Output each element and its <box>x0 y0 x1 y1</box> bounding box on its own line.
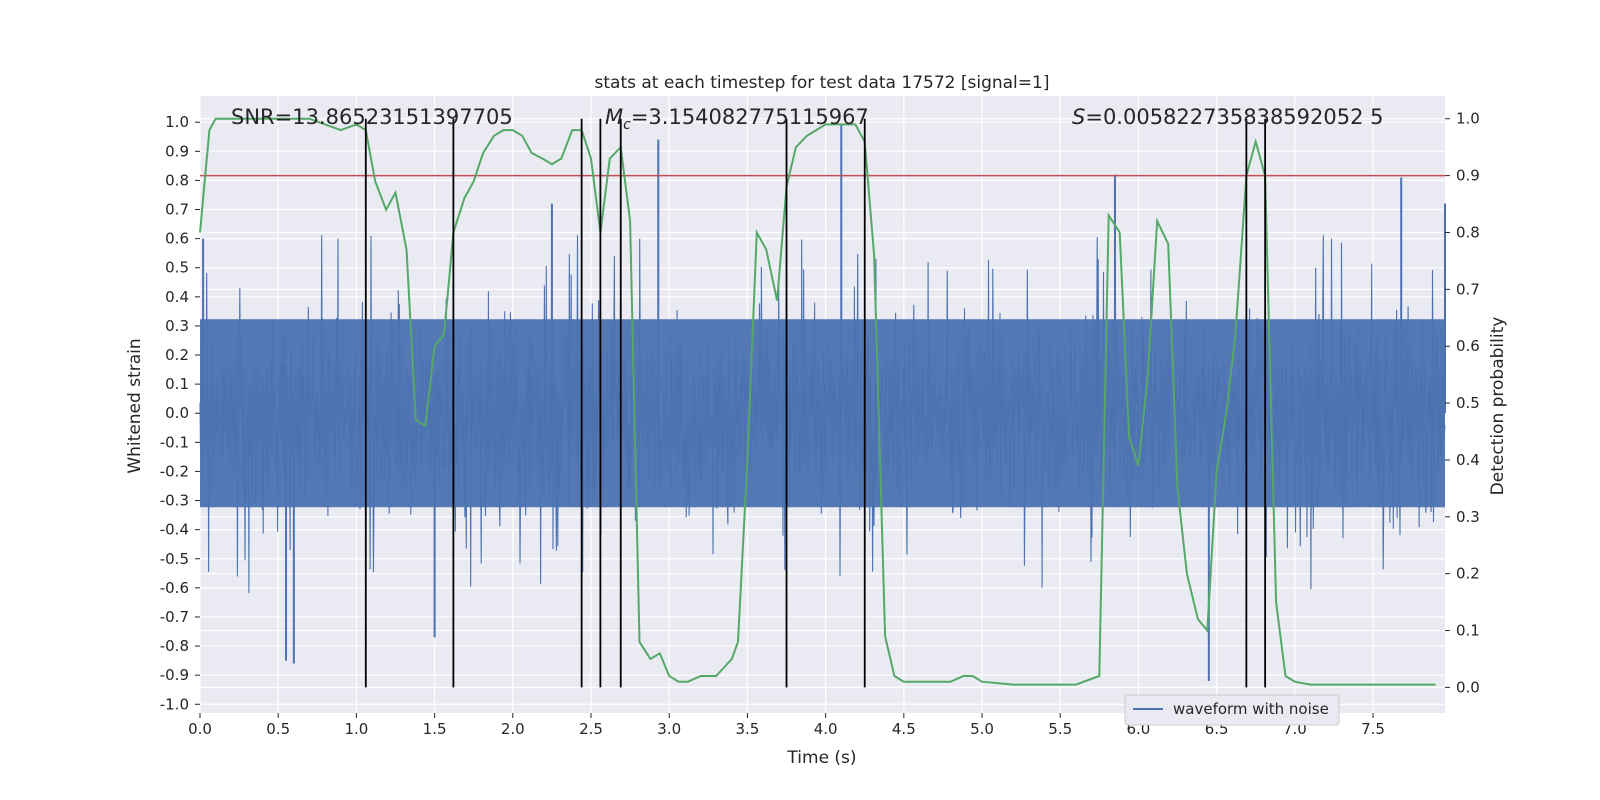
y-tick-label: 0.3 <box>165 317 189 335</box>
y-tick-label: 0.9 <box>165 142 189 160</box>
waveform-series <box>199 125 1446 681</box>
y-tick-label: -0.5 <box>160 550 189 568</box>
y2-tick-label: 0.1 <box>1456 622 1480 640</box>
y2-axis-label: Detection probability <box>1488 317 1508 496</box>
snr-annotation: SNR=13.86523151397705 <box>231 105 513 129</box>
x-tick-label: 1.5 <box>423 720 447 738</box>
y-tick-label: 0.5 <box>165 259 189 277</box>
y-tick-label: -0.2 <box>160 462 189 480</box>
x-tick-label: 4.0 <box>814 720 838 738</box>
y-tick-label: 0.7 <box>165 201 189 219</box>
y2-tick-label: 0.6 <box>1456 337 1480 355</box>
ticks: 0.0 0.5 1.0 1.5 2.0 2.5 3.0 3.5 4.0 4.5 5.0 5.5 6.0 6… <box>160 110 1480 738</box>
y-tick-label: -1.0 <box>160 695 189 713</box>
y-tick-label: -0.7 <box>160 608 189 626</box>
y-tick-label: 0.2 <box>165 346 189 364</box>
y2-tick-label: 1.0 <box>1456 110 1480 128</box>
legend-box <box>1124 694 1340 726</box>
y2-tick-label: 0.2 <box>1456 565 1480 583</box>
y-axis-label: Whitened strain <box>125 338 145 473</box>
y2-tick-label: 0.5 <box>1456 394 1480 412</box>
y2-tick-label: 0.4 <box>1456 451 1480 469</box>
x-tick-label: 2.0 <box>501 720 525 738</box>
y-tick-label: 0.4 <box>165 288 189 306</box>
probability-series <box>199 117 1445 686</box>
legend-label: waveform with noise <box>1173 700 1329 718</box>
vertical-markers <box>364 118 1267 688</box>
chart-title: stats at each timestep for test data 175… <box>595 73 1050 93</box>
s-annotation: S=0.005822735838592052 5 <box>1072 105 1384 129</box>
y-tick-label: -0.4 <box>160 521 189 539</box>
y-tick-label: -0.6 <box>160 579 189 597</box>
y-tick-label: 0.6 <box>165 230 189 248</box>
x-axis-label: Time (s) <box>786 748 856 768</box>
x-tick-label: 5.5 <box>1048 720 1072 738</box>
y-tick-label: -0.9 <box>160 666 189 684</box>
mc-value: =3.154082775115967 <box>631 105 869 129</box>
y-tick-label: 1.0 <box>165 113 189 131</box>
y2-tick-label: 0.0 <box>1456 678 1480 696</box>
y-tick-label: 0.1 <box>165 375 189 393</box>
y2-tick-label: 0.3 <box>1456 508 1480 526</box>
x-tick-label: 7.5 <box>1361 720 1385 738</box>
mc-symbol: M <box>605 105 623 129</box>
y-tick-label: -0.1 <box>160 433 189 451</box>
s-value: =0.005822735838592052 5 <box>1085 105 1383 129</box>
x-tick-label: 5.0 <box>970 720 994 738</box>
x-tick-label: 0.5 <box>266 720 290 738</box>
y-tick-label: 0.8 <box>165 171 189 189</box>
s-symbol: S <box>1072 105 1085 129</box>
x-tick-label: 2.5 <box>579 720 603 738</box>
y-tick-label: -0.8 <box>160 637 189 655</box>
y-tick-label: -0.3 <box>160 492 189 510</box>
x-tick-label: 3.5 <box>735 720 759 738</box>
waveform-core <box>200 319 1445 508</box>
x-tick-label: 1.0 <box>344 720 368 738</box>
y2-tick-label: 0.7 <box>1456 280 1480 298</box>
x-tick-label: 4.5 <box>892 720 916 738</box>
x-tick-label: 0.0 <box>188 720 212 738</box>
mc-annotation: Mc=3.154082775115967 <box>605 105 869 133</box>
y-tick-label: 0.0 <box>165 404 189 422</box>
mc-subscript: c <box>623 117 631 133</box>
y2-tick-label: 0.8 <box>1456 223 1480 241</box>
x-tick-label: 3.0 <box>657 720 681 738</box>
y2-tick-label: 0.9 <box>1456 167 1480 185</box>
legend: waveform with noise <box>1124 694 1340 726</box>
probability-line <box>199 117 1436 686</box>
